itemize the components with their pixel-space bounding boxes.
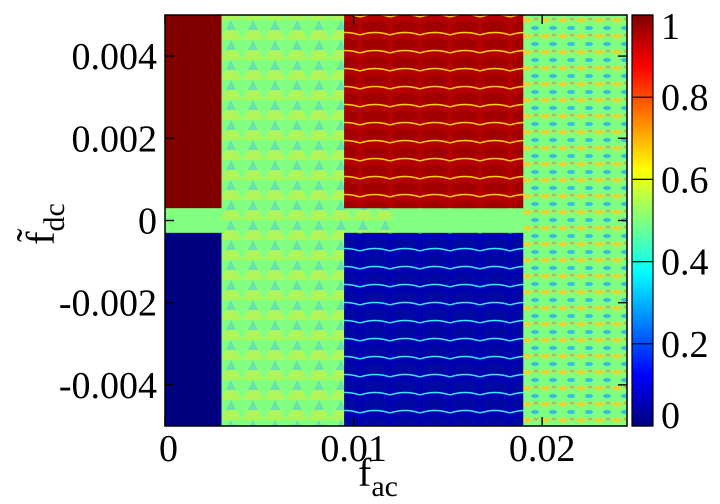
- y-tick-label: -0.004: [59, 365, 157, 407]
- y-axis-label: f̃dc: [17, 203, 71, 245]
- x-axis-label: fac: [358, 450, 398, 503]
- x-axis: 0 0.01 0.02: [159, 15, 575, 470]
- plot-area: [165, 15, 627, 426]
- heatmap-region: [165, 232, 222, 426]
- y-tick-label: 0: [138, 201, 157, 243]
- x-tick-label: 0.02: [509, 428, 576, 470]
- colorbar-tick-label: 0.4: [661, 242, 709, 284]
- heatmap-region: [165, 15, 222, 209]
- x-tick-label: 0: [159, 428, 178, 470]
- y-tick-label: -0.002: [59, 283, 157, 325]
- colorbar-ticks: 1 0.8 0.6 0.4 0.2 0: [632, 6, 709, 437]
- colorbar-tick-label: 0.6: [661, 159, 709, 201]
- colorbar: [631, 14, 654, 427]
- x-tick-label: 0.01: [320, 428, 387, 470]
- y-tick-label: 0.002: [72, 118, 158, 160]
- y-tick-label: 0.004: [72, 36, 158, 78]
- colorbar-tick-label: 1: [661, 6, 680, 48]
- colorbar-tick-label: 0.8: [661, 77, 709, 119]
- colorbar-tick-label: 0.2: [661, 324, 709, 366]
- y-axis: 0.004 0.002 0 -0.002 -0.004: [59, 36, 627, 407]
- colorbar-tick-label: 0: [661, 395, 680, 437]
